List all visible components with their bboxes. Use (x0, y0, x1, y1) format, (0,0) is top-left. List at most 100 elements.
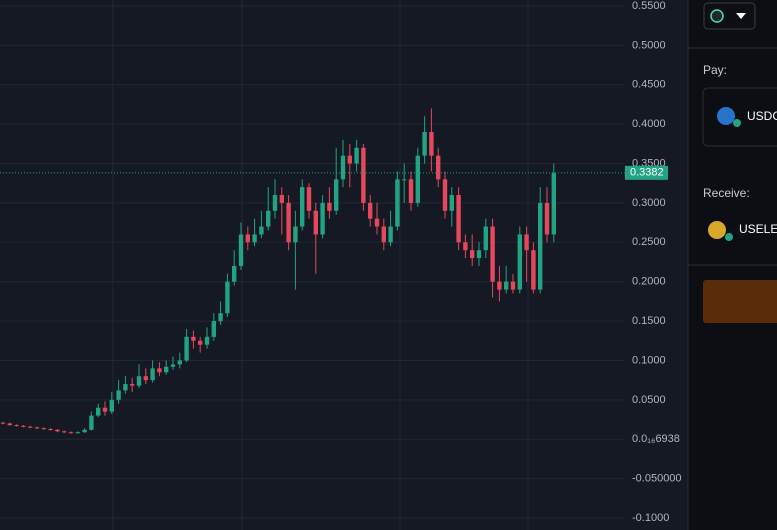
last-price-label: 0.3382 (630, 167, 664, 179)
candle-body (395, 179, 400, 227)
candle-body (198, 340, 203, 345)
y-tick-label: 0.5000 (632, 39, 666, 51)
candle-body (259, 226, 264, 235)
candle-body (456, 195, 461, 243)
candle-body (538, 202, 543, 290)
candle-body (102, 407, 108, 412)
candle-body (504, 281, 509, 290)
candle-body (96, 407, 101, 416)
y-tick-label: 0.2000 (632, 276, 666, 288)
candle-body (354, 147, 359, 164)
candle-body (449, 195, 454, 211)
y-tick-label: 0.0500 (632, 394, 666, 406)
candle-body (7, 423, 12, 426)
candle-body (524, 234, 529, 251)
receive-label: Receive: (703, 186, 750, 200)
candle-body (510, 281, 516, 290)
candle-body (177, 360, 182, 365)
candle-body (123, 384, 128, 391)
verified-badge (725, 233, 733, 241)
candle-body (68, 432, 74, 434)
candle-body (327, 202, 332, 211)
candle-body (48, 428, 53, 430)
chart-background (0, 0, 688, 530)
candle-body (429, 132, 434, 156)
y-tick-label: 0.1000 (632, 354, 666, 366)
candle-body (41, 428, 46, 430)
candle-body (238, 234, 244, 266)
pay-box[interactable] (702, 87, 777, 147)
y-tick-label: -0.050000 (632, 473, 682, 485)
candle-body (422, 132, 427, 156)
candle-body (55, 429, 60, 432)
y-tick-label: 0.2500 (632, 236, 666, 248)
candle-body (415, 155, 420, 203)
candle-body (483, 226, 488, 251)
candle-body (157, 368, 162, 373)
candle-body (293, 226, 298, 243)
pay-label: Pay: (703, 63, 727, 77)
candle-body (272, 195, 278, 211)
token-icon (708, 221, 726, 239)
candle-body (28, 426, 33, 428)
candle-body (313, 210, 318, 235)
y-tick-label: 0.3000 (632, 197, 666, 209)
candle-body (340, 155, 346, 180)
candle-body (544, 202, 550, 235)
candle-body (130, 384, 135, 386)
candle-body (211, 321, 216, 337)
swap-button[interactable] (703, 280, 777, 323)
pay-token: USDC (747, 109, 777, 123)
candle-body (225, 281, 230, 314)
network-icon (710, 9, 724, 23)
candle-body (517, 234, 522, 290)
usdc-icon (717, 107, 735, 125)
candle-body (551, 172, 556, 235)
candle-body (184, 336, 189, 361)
candle-body (470, 250, 475, 259)
verified-badge (733, 119, 741, 127)
candle-body (116, 390, 121, 400)
candle-body (463, 242, 468, 251)
candle-body (531, 250, 536, 290)
candle-body (402, 179, 407, 181)
candle-body (476, 250, 482, 259)
candle-body (442, 179, 448, 211)
candle-body (109, 399, 114, 412)
y-tick-label: -0.1000 (632, 512, 669, 524)
candle-body (361, 147, 366, 203)
candle-body (381, 226, 386, 243)
candle-body (204, 336, 210, 345)
y-tick-label: 0.0₁₆6938 (632, 433, 680, 445)
y-tick-label: 0.4000 (632, 118, 666, 130)
time-grid (112, 0, 529, 530)
candle-body (150, 368, 155, 381)
candle-body (497, 281, 502, 290)
candle-body (164, 366, 169, 373)
candle-body (62, 431, 67, 433)
candle-body (218, 313, 223, 322)
candle-body (436, 155, 441, 180)
candle-body (266, 210, 271, 227)
candle-body (252, 234, 257, 243)
candle-body (75, 432, 80, 434)
candle-body (408, 179, 414, 203)
candle-body (191, 336, 196, 341)
candle-body (0, 422, 6, 424)
y-tick-label: 0.1500 (632, 315, 666, 327)
last-price-tag (625, 165, 668, 180)
candle-body (347, 155, 352, 164)
receive-token: USELE (739, 222, 777, 236)
candle-body (34, 427, 40, 429)
candle-body (82, 429, 87, 433)
candle-body (21, 425, 26, 427)
candle-body (143, 376, 148, 381)
candle-body (300, 187, 305, 227)
candle-body (334, 179, 339, 211)
candle-body (388, 226, 393, 243)
candle-body (136, 376, 142, 386)
y-tick-label: 0.4500 (632, 79, 666, 91)
candle-body (245, 234, 250, 243)
y-tick-label: 0.5500 (632, 0, 666, 12)
